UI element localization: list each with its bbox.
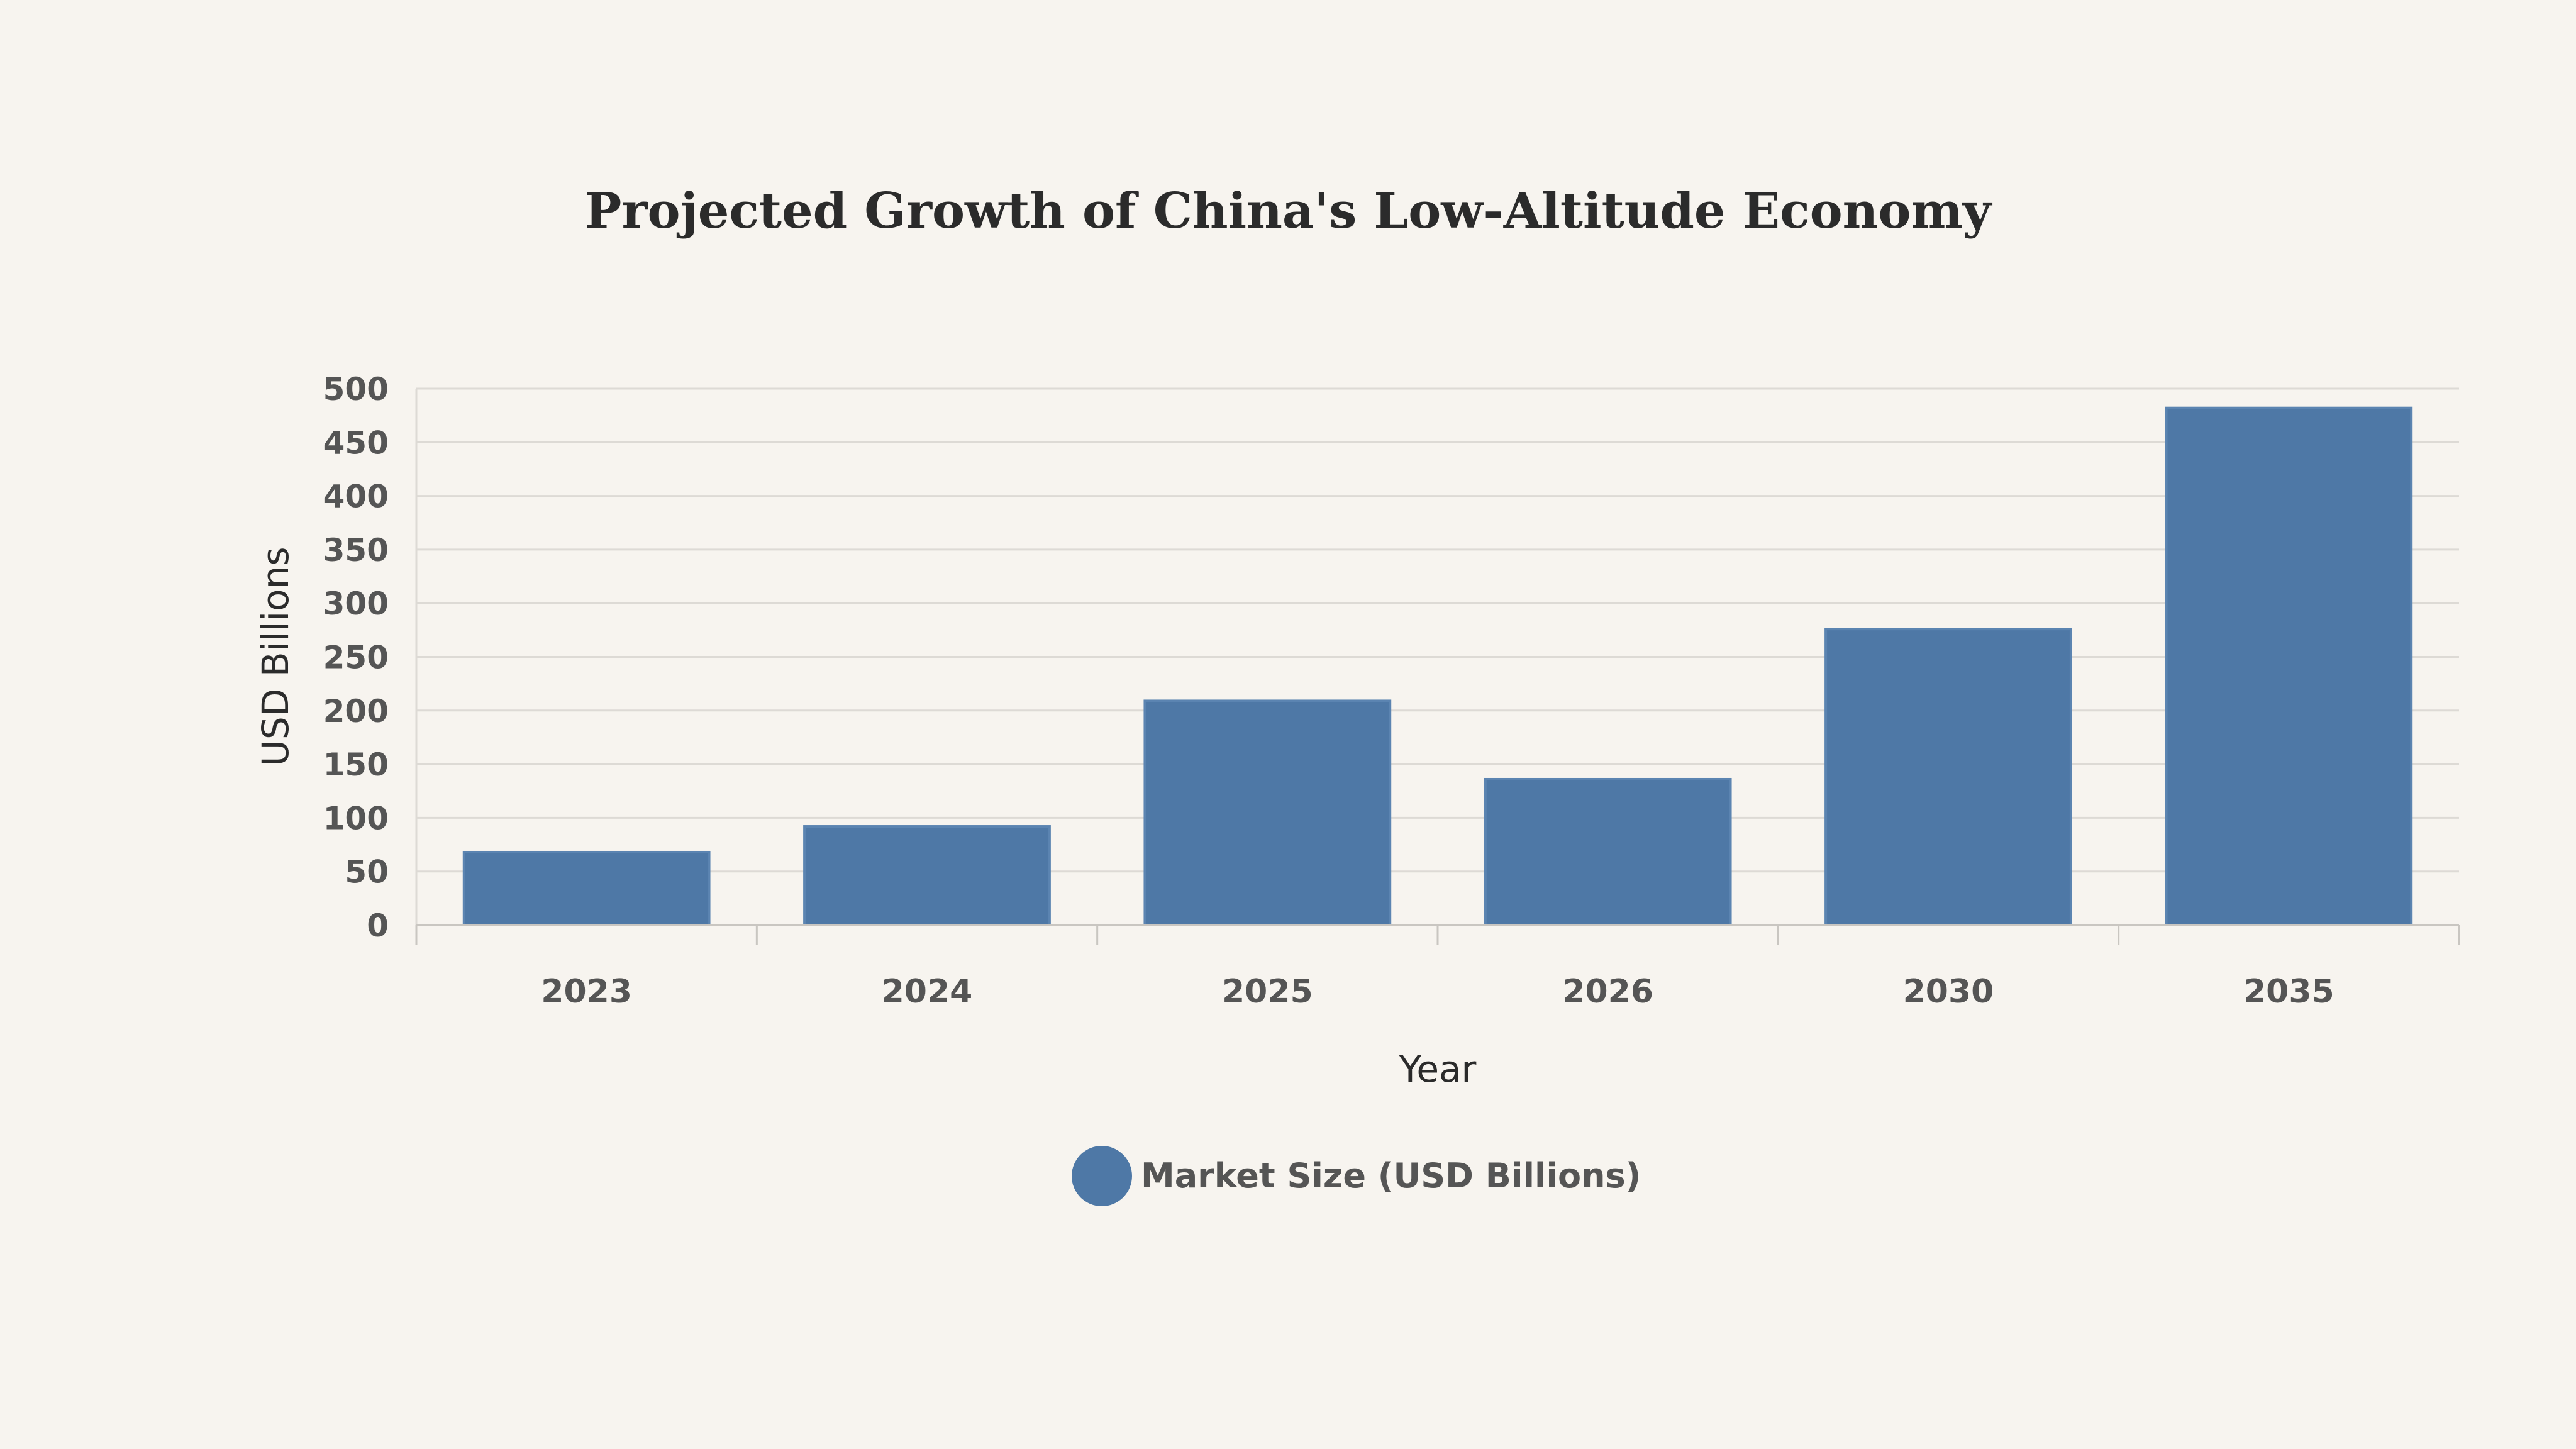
- y-tick-label: 500: [323, 371, 389, 408]
- y-axis-label: USD Billions: [254, 547, 297, 766]
- bar-2025: [1143, 699, 1392, 927]
- y-tick-label: 350: [323, 532, 389, 569]
- y-tick-label: 200: [323, 693, 389, 730]
- chart-title: Projected Growth of China's Low-Altitude…: [585, 182, 1993, 240]
- bar-2024: [803, 825, 1051, 926]
- grid-lines: [415, 387, 2459, 925]
- bars: [462, 406, 2413, 927]
- y-tick-label: 50: [345, 854, 389, 891]
- x-axis-ticks: 2023 2024 2025 2026 2030 2035: [541, 973, 2334, 1011]
- x-tick-label: 2024: [882, 973, 973, 1011]
- bar-2023: [462, 850, 711, 926]
- bar-2026: [1484, 777, 1732, 927]
- legend-label: Market Size (USD Billions): [1141, 1156, 1641, 1196]
- y-axis-ticks: 0 50 100 150 200 250 300 350 400 450 500: [323, 371, 389, 944]
- x-tick-label: 2035: [2243, 973, 2334, 1011]
- legend-swatch: [1072, 1146, 1132, 1206]
- y-tick-label: 250: [323, 640, 389, 676]
- bar-2030: [1824, 628, 2072, 926]
- y-tick-label: 0: [367, 908, 389, 944]
- x-axis-label: Year: [1399, 1048, 1477, 1091]
- y-tick-label: 300: [323, 586, 389, 622]
- y-tick-label: 150: [323, 747, 389, 783]
- x-tick-label: 2030: [1903, 973, 1994, 1011]
- y-tick-label: 450: [323, 425, 389, 461]
- bar-2035: [2165, 406, 2413, 926]
- legend: Market Size (USD Billions): [1072, 1146, 1641, 1206]
- y-tick-label: 100: [323, 800, 389, 836]
- x-tick-label: 2026: [1562, 973, 1653, 1011]
- x-axis: [415, 924, 2460, 945]
- x-tick-label: 2025: [1222, 973, 1313, 1011]
- y-tick-label: 400: [323, 479, 389, 515]
- x-tick-label: 2023: [541, 973, 632, 1011]
